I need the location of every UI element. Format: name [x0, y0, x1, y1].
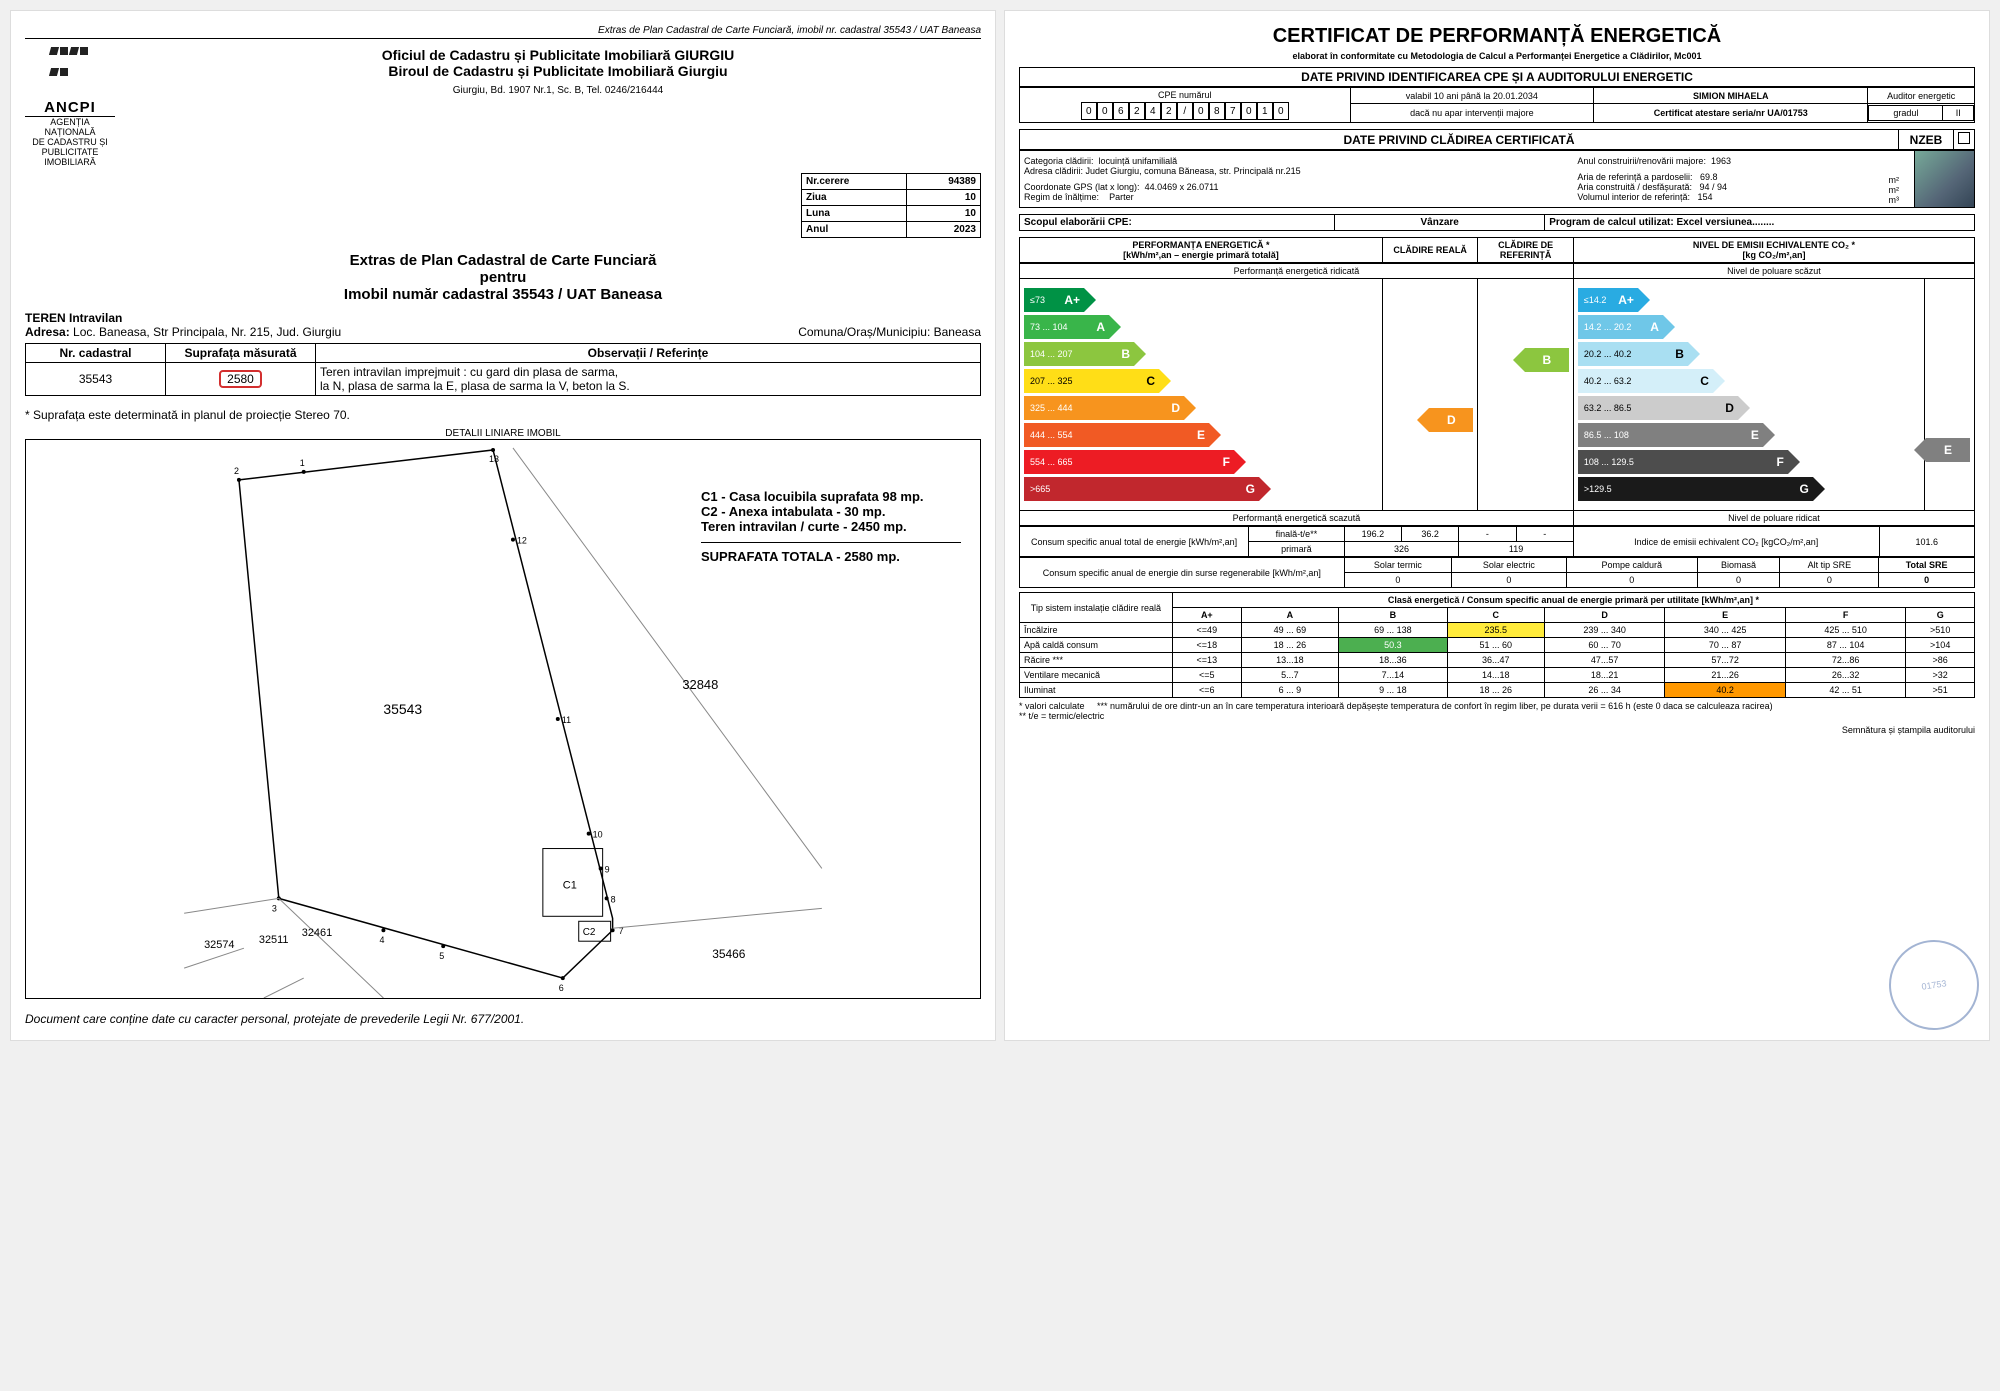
ref-building-col: B: [1478, 279, 1574, 511]
energy-scale-left: ≤73A+ 73 ... 104A 104 ... 207B 207 ... 325C…: [1020, 279, 1383, 511]
svg-text:9: 9: [605, 864, 610, 874]
observations: Teren intravilan imprejmuit : cu gard di…: [316, 363, 981, 396]
commune: Baneasa: [934, 325, 981, 339]
office-line-1: Oficiul de Cadastru și Publicitate Imobi…: [135, 47, 981, 63]
grade-arrow-d: 325 ... 444D: [1024, 396, 1184, 420]
address: Loc. Baneasa, Str Principala, Nr. 215, J…: [73, 325, 341, 339]
gps-coords: 44.0469 x 26.0711: [1145, 182, 1219, 192]
building-category: locuință unifamilială: [1099, 156, 1178, 166]
grade-arrow-e: 86.5 ... 108E: [1578, 423, 1763, 447]
svg-text:4: 4: [379, 935, 384, 945]
co2-scale: ≤14.2A+ 14.2 ... 20.2A 20.2 ... 40.2B 40.2 …: [1573, 279, 1924, 511]
grade-arrow-aplus: ≤73A+: [1024, 288, 1084, 312]
office-line-2: Biroul de Cadastru și Publicitate Imobil…: [135, 63, 981, 79]
floor-area: 69.8: [1700, 172, 1718, 182]
signature-line: Semnătura și ștampila auditorului: [1019, 725, 1975, 735]
indicator-col-ref: B: [1525, 348, 1569, 372]
built-area: 94 / 94: [1699, 182, 1727, 192]
building-photo-placeholder: [1915, 151, 1975, 208]
svg-text:5: 5: [439, 951, 444, 961]
cert-title: CERTIFICAT DE PERFORMANȚĂ ENERGETICĂ: [1019, 25, 1975, 48]
auditor-table: CPE numărul 006242/087010 valabil 10 ani…: [1019, 87, 1975, 123]
grade-arrow-g: >665G: [1024, 477, 1259, 501]
svg-text:13: 13: [489, 454, 499, 464]
indicator-col-real: D: [1429, 408, 1473, 432]
svg-text:35466: 35466: [712, 947, 746, 961]
nzeb-checkbox: [1958, 132, 1970, 144]
teren-type: TEREN Intravilan: [25, 311, 122, 325]
grade-arrow-e: 444 ... 554E: [1024, 423, 1209, 447]
building-address: Judet Giurgiu, comuna Băneasa, str. Prin…: [1086, 166, 1301, 176]
grade-arrow-c: 40.2 ... 63.2C: [1578, 369, 1713, 393]
cadastral-number: 35543: [26, 363, 166, 396]
svg-text:6: 6: [559, 983, 564, 993]
building-data-table: DATE PRIVIND CLĂDIREA CERTIFICATĂ NZEB: [1019, 129, 1975, 150]
svg-text:C1: C1: [563, 879, 577, 891]
grade-arrow-a: 14.2 ... 20.2A: [1578, 315, 1663, 339]
measured-area: 2580: [219, 370, 262, 388]
energy-certificate: CERTIFICAT DE PERFORMANȚĂ ENERGETICĂ ela…: [1004, 10, 1990, 1041]
height-regime: Parter: [1109, 192, 1134, 202]
real-building-col: D: [1382, 279, 1478, 511]
grade-arrow-b: 20.2 ... 40.2B: [1578, 342, 1688, 366]
office-line-3: Giurgiu, Bd. 1907 Nr.1, Sc. B, Tel. 0246…: [135, 85, 981, 96]
request-table: Nr.cerere94389 Ziua10 Luna10 Anul2023: [801, 173, 981, 238]
svg-text:32511: 32511: [259, 934, 289, 946]
cert-attest: Certificat atestare seria/nr UA/01753: [1594, 104, 1868, 123]
grade-arrow-f: 108 ... 129.5F: [1578, 450, 1788, 474]
grade-arrow-c: 207 ... 325C: [1024, 369, 1159, 393]
svg-text:32848: 32848: [682, 677, 718, 692]
consumption-table: Consum specific anual total de energie […: [1019, 526, 1975, 557]
perf-headers: PERFORMANȚA ENERGETICĂ *[kWh/m²,an – ene…: [1019, 237, 1975, 263]
co2-index: 101.6: [1879, 527, 1975, 557]
top-caption: Extras de Plan Cadastral de Carte Funcia…: [25, 25, 981, 39]
svg-text:35543: 35543: [383, 701, 422, 717]
svg-text:10: 10: [593, 830, 603, 840]
renewable-table: Consum specific anual de energie din sur…: [1019, 557, 1975, 588]
calc-program: Program de calcul utilizat: Excel versiu…: [1545, 215, 1975, 231]
projection-note: * Suprafața este determinată in planul d…: [25, 408, 981, 422]
grade-arrow-d: 63.2 ... 86.5D: [1578, 396, 1738, 420]
grade-arrow-a: 73 ... 104A: [1024, 315, 1109, 339]
grade-arrow-b: 104 ... 207B: [1024, 342, 1134, 366]
auditor-name: SIMION MIHAELA: [1594, 88, 1868, 104]
svg-text:2: 2: [234, 466, 239, 476]
footer-note: Document care conține date cu caracter p…: [25, 1012, 981, 1026]
svg-text:32574: 32574: [204, 939, 234, 951]
svg-text:3: 3: [272, 903, 277, 913]
main-title-3: Imobil număr cadastral 35543 / UAT Banea…: [25, 286, 981, 303]
grade-arrow-f: 554 ... 665F: [1024, 450, 1234, 474]
class-table: Tip sistem instalație clădire reală Clas…: [1019, 592, 1975, 698]
plot-info-box: C1 - Casa locuibila suprafata 98 mp. C2 …: [701, 489, 961, 564]
svg-text:12: 12: [517, 536, 527, 546]
svg-text:11: 11: [562, 715, 571, 725]
co2-indicator-col: E: [1925, 279, 1975, 511]
svg-text:8: 8: [611, 894, 616, 904]
cadastral-extract: Extras de Plan Cadastral de Carte Funcia…: [10, 10, 996, 1041]
detail-title: DETALII LINIARE IMOBIL: [25, 428, 981, 439]
svg-text:1: 1: [300, 458, 305, 468]
interior-volume: 154: [1697, 192, 1712, 202]
grade-arrow-aplus: ≤14.2A+: [1578, 288, 1638, 312]
main-title-1: Extras de Plan Cadastral de Carte Funcia…: [25, 252, 981, 269]
svg-text:C2: C2: [583, 927, 596, 938]
svg-text:32461: 32461: [302, 927, 332, 939]
scope-value: Vânzare: [1335, 215, 1545, 231]
indicator-col-co2: E: [1926, 438, 1970, 462]
section-1-title: DATE PRIVIND IDENTIFICAREA CPE ȘI A AUDI…: [1019, 67, 1975, 87]
scope-table: Scopul elaborării CPE: Vânzare Program d…: [1019, 214, 1975, 231]
grade-arrow-g: >129.5G: [1578, 477, 1813, 501]
construction-year: 1963: [1711, 156, 1731, 166]
cert-subtitle: elaborat în conformitate cu Metodologia …: [1019, 51, 1975, 61]
ancpi-logo: ANCPI AGENȚIA NAȚIONALĂ DE CADASTRU ȘI P…: [25, 47, 115, 167]
cpe-number: 006242/087010: [1024, 102, 1346, 120]
main-title-2: pentru: [25, 269, 981, 286]
auditor-stamp: 01753: [1883, 934, 1985, 1036]
parcel-table: Nr. cadastral Suprafața măsurată Observa…: [25, 343, 981, 396]
